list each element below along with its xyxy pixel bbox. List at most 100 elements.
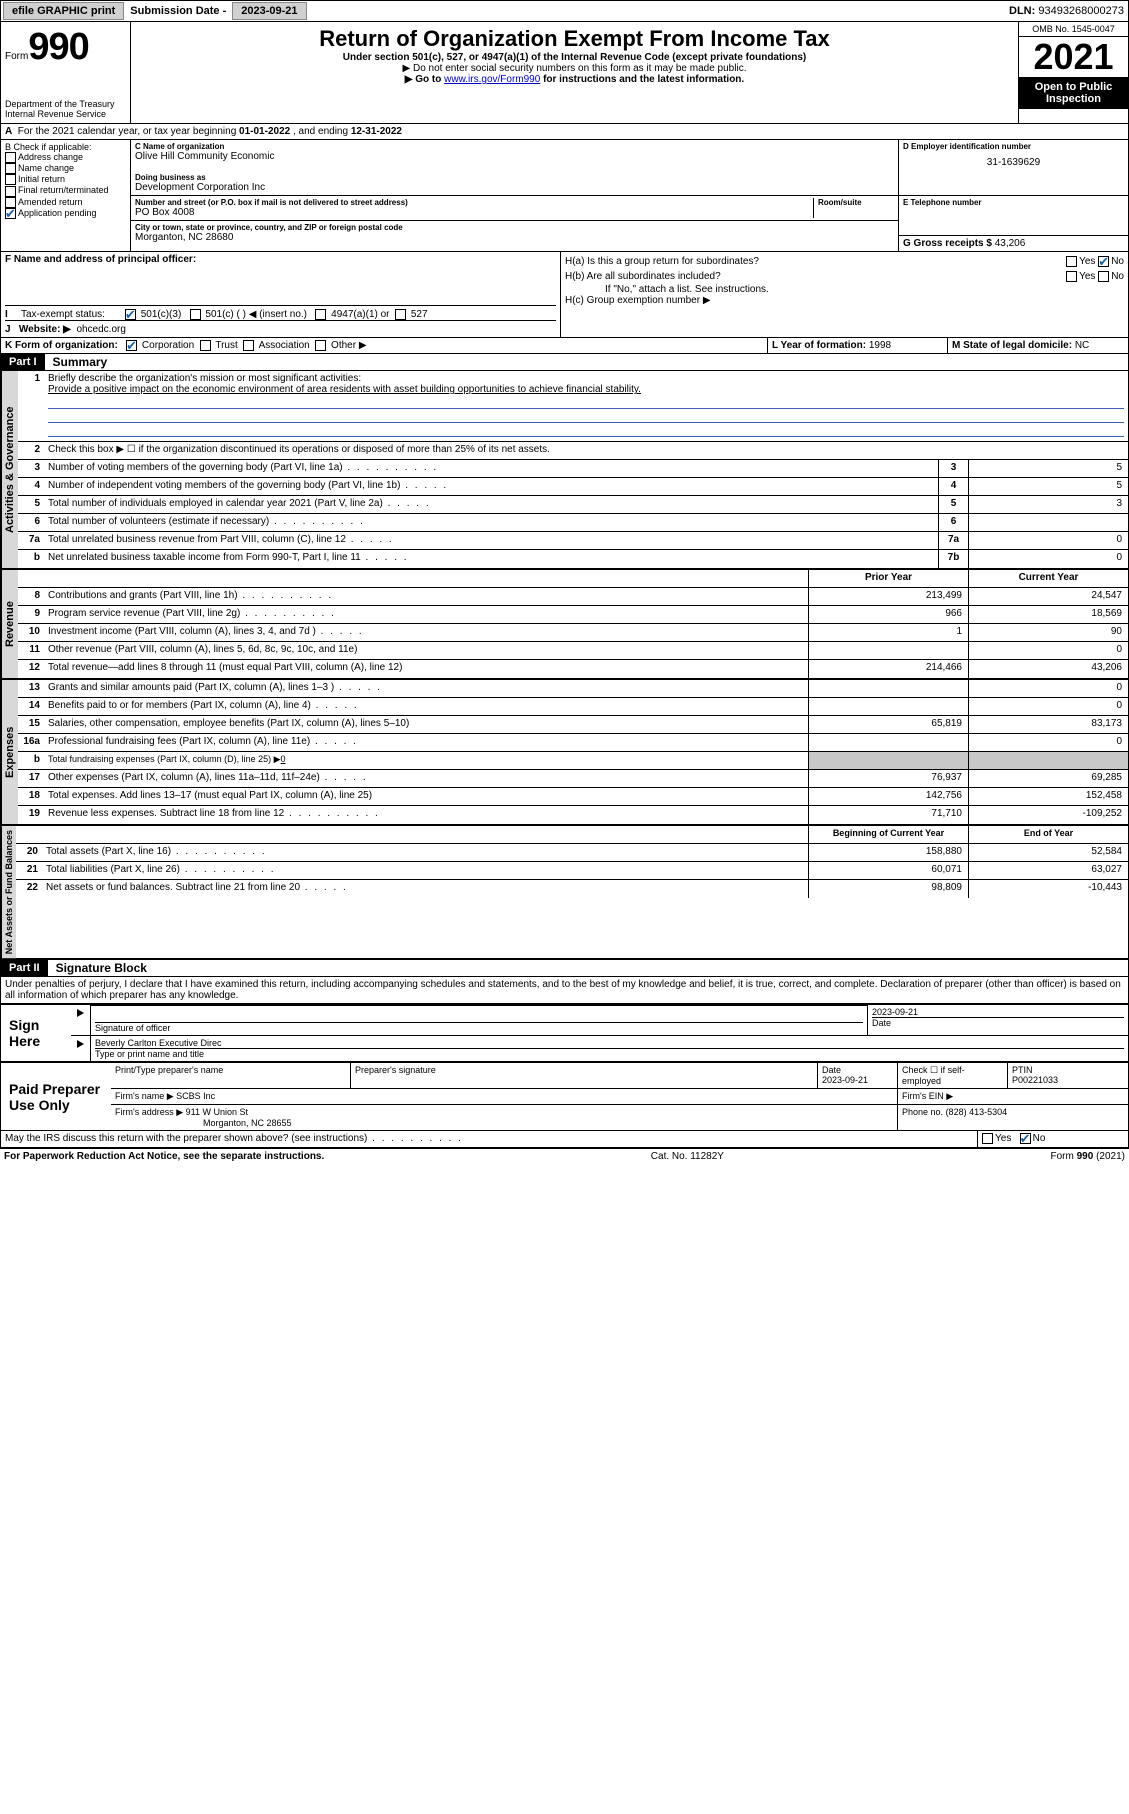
p16b [808, 752, 968, 769]
chk-hb-no[interactable] [1098, 271, 1109, 282]
line22-text: Net assets or fund balances. Subtract li… [42, 880, 808, 898]
chk-ha-no[interactable] [1098, 256, 1109, 267]
p20: 158,880 [808, 844, 968, 861]
c22: -10,443 [968, 880, 1128, 898]
chk-527[interactable] [395, 309, 406, 320]
chk-assoc[interactable] [243, 340, 254, 351]
g-label: G Gross receipts $ [903, 238, 992, 249]
f-lbl-text: F Name and address of principal officer: [5, 254, 196, 265]
chk-4947[interactable] [315, 309, 326, 320]
declaration: Under penalties of perjury, I declare th… [0, 977, 1129, 1003]
lbl-amended: Amended return [18, 197, 83, 207]
val7b: 0 [968, 550, 1128, 568]
ptin-label: PTIN [1012, 1065, 1124, 1075]
section-klm: K Form of organization: Corporation Trus… [0, 338, 1129, 354]
section-b-to-g: B Check if applicable: Address change Na… [0, 140, 1129, 252]
chk-discuss-yes[interactable] [982, 1133, 993, 1144]
vtab-governance: Activities & Governance [1, 371, 18, 568]
n3c: 3 [938, 460, 968, 477]
form-word: Form [5, 51, 28, 62]
line11-text: Other revenue (Part VIII, column (A), li… [44, 642, 808, 659]
efile-button[interactable]: efile GRAPHIC print [3, 2, 124, 20]
street-address: PO Box 4008 [135, 207, 813, 218]
n21: 21 [16, 862, 42, 879]
irs-link[interactable]: www.irs.gov/Form990 [444, 74, 540, 85]
chk-initial-return[interactable] [5, 174, 16, 185]
line16b-val: 0 [281, 754, 286, 764]
val3: 5 [968, 460, 1128, 477]
city-state-zip: Morganton, NC 28680 [135, 232, 894, 243]
sig-officer-label: Signature of officer [95, 1022, 863, 1033]
n7a: 7a [18, 532, 44, 549]
chk-501c3[interactable] [125, 309, 136, 320]
sign-here-label: Sign Here [1, 1005, 71, 1061]
section-revenue: Revenue Prior Year Current Year 8 Contri… [0, 570, 1129, 680]
n20: 20 [16, 844, 42, 861]
discuss-yes: Yes [995, 1134, 1011, 1145]
n15: 15 [18, 716, 44, 733]
line8-text: Contributions and grants (Part VIII, lin… [44, 588, 808, 605]
dba-name: Development Corporation Inc [135, 182, 894, 193]
lbl-other: Other ▶ [331, 340, 366, 351]
ein: 31-1639629 [903, 151, 1124, 168]
chk-trust[interactable] [200, 340, 211, 351]
b-label: B Check if applicable: [5, 142, 126, 152]
c11: 0 [968, 642, 1128, 659]
n8: 8 [18, 588, 44, 605]
line7b-text: Net unrelated business taxable income fr… [44, 550, 938, 568]
lbl-initial-return: Initial return [18, 174, 65, 184]
chk-final-return[interactable] [5, 186, 16, 197]
dba-label: Doing business as [135, 173, 894, 182]
chk-name-change[interactable] [5, 163, 16, 174]
prep-name-label: Print/Type preparer's name [115, 1065, 346, 1075]
subdate-lbl: Submission Date - [130, 5, 226, 17]
n7ac: 7a [938, 532, 968, 549]
chk-discuss-no[interactable] [1020, 1133, 1031, 1144]
arrow-icon [77, 1009, 84, 1017]
c16a: 0 [968, 734, 1128, 751]
line6-text: Total number of volunteers (estimate if … [44, 514, 938, 531]
chk-corp[interactable] [126, 340, 137, 351]
col-c: C Name of organization Olive Hill Commun… [131, 140, 898, 251]
line2: Check this box ▶ ☐ if the organization d… [44, 442, 1128, 459]
p8: 213,499 [808, 588, 968, 605]
chk-other[interactable] [315, 340, 326, 351]
n3: 3 [18, 460, 44, 477]
line5-text: Total number of individuals employed in … [44, 496, 938, 513]
n19: 19 [18, 806, 44, 824]
n11: 11 [18, 642, 44, 659]
page-footer: For Paperwork Reduction Act Notice, see … [0, 1148, 1129, 1164]
end-year-hdr: End of Year [968, 826, 1128, 843]
self-employed-label: Check ☐ if self-employed [902, 1065, 1003, 1086]
chk-hb-yes[interactable] [1066, 271, 1077, 282]
submission-date[interactable]: 2023-09-21 [232, 2, 306, 20]
n5c: 5 [938, 496, 968, 513]
footer-right-pre: Form [1051, 1151, 1077, 1162]
part-ii-tag: Part II [1, 960, 48, 976]
ha-no: No [1111, 256, 1124, 267]
chk-501c[interactable] [190, 309, 201, 320]
p14 [808, 698, 968, 715]
p22: 98,809 [808, 880, 968, 898]
section-expenses: Expenses 13 Grants and similar amounts p… [0, 680, 1129, 826]
chk-address-change[interactable] [5, 152, 16, 163]
a-begin-date: 01-01-2022 [239, 126, 290, 137]
p21: 60,071 [808, 862, 968, 879]
lbl-assoc: Association [259, 340, 310, 351]
line18-text: Total expenses. Add lines 13–17 (must eq… [44, 788, 808, 805]
prep-sig-label: Preparer's signature [355, 1065, 813, 1075]
footer-left: For Paperwork Reduction Act Notice, see … [4, 1151, 324, 1162]
line1: Briefly describe the organization's miss… [44, 371, 1128, 441]
beg-year-hdr: Beginning of Current Year [808, 826, 968, 843]
ha-yes: Yes [1079, 256, 1095, 267]
header-right: OMB No. 1545-0047 2021 Open to Public In… [1018, 22, 1128, 123]
val7a: 0 [968, 532, 1128, 549]
org-name: Olive Hill Community Economic [135, 151, 894, 162]
c12: 43,206 [968, 660, 1128, 678]
chk-ha-yes[interactable] [1066, 256, 1077, 267]
c20: 52,584 [968, 844, 1128, 861]
submission-date-label: Submission Date - [126, 5, 230, 17]
form-subtitle-3: ▶ Go to www.irs.gov/Form990 for instruct… [135, 74, 1014, 85]
chk-app-pending[interactable] [5, 208, 16, 219]
line14-text: Benefits paid to or for members (Part IX… [44, 698, 808, 715]
